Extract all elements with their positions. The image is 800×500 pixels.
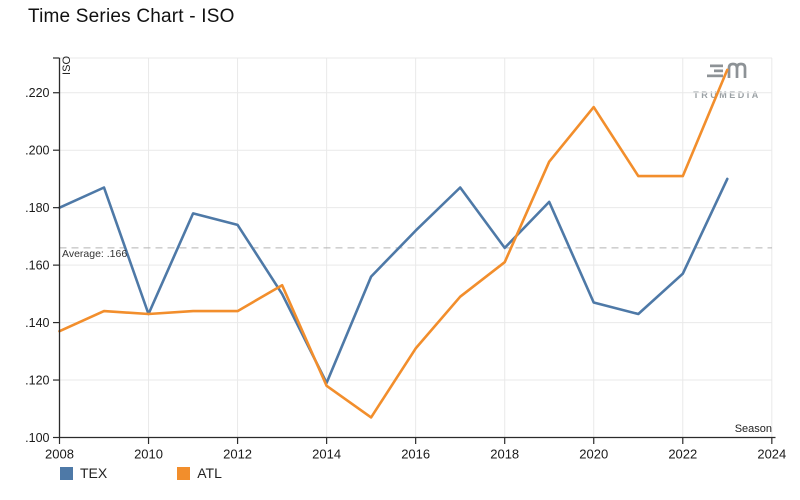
page-title: Time Series Chart - ISO	[28, 6, 235, 27]
series-line-tex	[58, 177, 729, 385]
y-axis-label: ISO	[61, 56, 73, 75]
x-tick-label: 2020	[579, 447, 608, 462]
series-line-atl	[58, 68, 729, 419]
legend: TEX ATL	[60, 465, 222, 481]
trumedia-logo-text: TRUMEDIA	[693, 90, 761, 100]
legend-label-tex: TEX	[80, 465, 108, 481]
x-tick-label: 2018	[490, 447, 519, 462]
x-tick-label: 2022	[668, 447, 697, 462]
y-tick-label: .220	[25, 86, 49, 100]
x-tick-label: 2014	[312, 447, 341, 462]
legend-label-atl: ATL	[197, 465, 222, 481]
y-tick-label: .180	[25, 201, 49, 215]
y-tick-label: .160	[25, 258, 49, 272]
y-tick-label: .120	[25, 373, 49, 387]
x-tick-label: 2008	[45, 447, 74, 462]
average-line-label: Average: .166	[62, 248, 128, 260]
trumedia-logo-icon	[707, 62, 747, 78]
legend-item-atl[interactable]: ATL	[177, 465, 222, 481]
x-tick-label: 2024	[757, 447, 786, 462]
y-tick-label: .100	[25, 431, 49, 445]
y-tick-label: .140	[25, 316, 49, 330]
x-tick-label: 2010	[134, 447, 163, 462]
legend-item-tex[interactable]: TEX	[60, 465, 107, 481]
x-axis-label: Season	[734, 423, 772, 435]
atl-color-swatch	[177, 466, 191, 480]
y-tick-label: .200	[25, 144, 49, 158]
trumedia-logo: TRUMEDIA	[688, 59, 766, 100]
tex-color-swatch	[60, 466, 73, 480]
x-tick-label: 2012	[223, 447, 252, 462]
x-tick-label: 2016	[401, 447, 430, 462]
